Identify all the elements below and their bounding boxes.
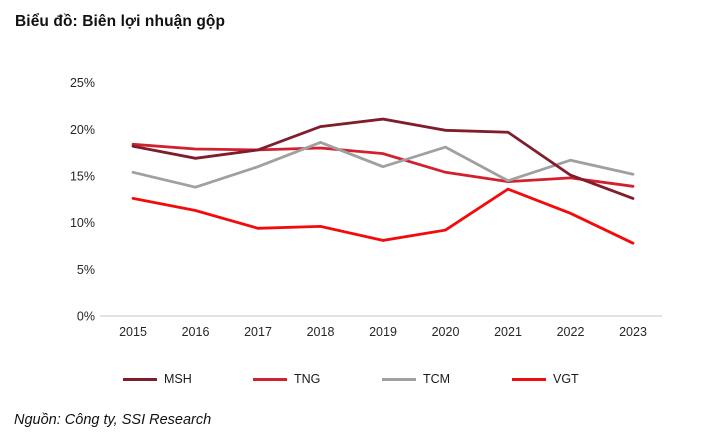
legend-label: MSH	[164, 372, 192, 386]
series-line-tng	[131, 142, 635, 188]
x-tick-label: 2016	[182, 325, 210, 339]
y-tick-label: 10%	[70, 216, 95, 230]
x-tick-label: 2023	[619, 325, 647, 339]
y-tick-label: 5%	[77, 263, 95, 277]
legend-swatch-tng	[253, 377, 287, 381]
legend-label: TNG	[294, 372, 321, 386]
x-tick-label: 2022	[557, 325, 585, 339]
x-tick-label: 2020	[432, 325, 460, 339]
source-note: Nguồn: Công ty, SSI Research	[14, 412, 212, 428]
legend-swatch-tcm	[382, 377, 416, 381]
legend-item-tcm: TCM	[382, 372, 450, 386]
legend-item-tng: TNG	[253, 372, 320, 386]
series-line-vgt	[131, 187, 635, 245]
legend-swatch-vgt	[512, 377, 546, 381]
y-tick-label: 20%	[70, 123, 95, 137]
legend-item-vgt: VGT	[512, 372, 579, 386]
x-tick-label: 2015	[119, 325, 147, 339]
series-line-msh	[131, 117, 635, 200]
series-line-tcm	[131, 140, 635, 189]
y-tick-label: 25%	[70, 76, 95, 90]
legend-label: VGT	[553, 372, 579, 386]
x-tick-label: 2021	[494, 325, 522, 339]
legend-label: TCM	[423, 372, 451, 386]
x-tick-label: 2019	[369, 325, 397, 339]
chart-title: Biểu đồ: Biên lợi nhuận gộp	[15, 13, 226, 30]
legend-item-msh: MSH	[123, 372, 192, 386]
legend-swatch-msh	[123, 377, 157, 381]
y-tick-label: 15%	[70, 170, 95, 184]
x-tick-label: 2017	[244, 325, 272, 339]
x-tick-label: 2018	[307, 325, 335, 339]
chart-legend: MSH TNG TCM VGT	[0, 372, 724, 394]
y-tick-label: 0%	[77, 310, 95, 324]
